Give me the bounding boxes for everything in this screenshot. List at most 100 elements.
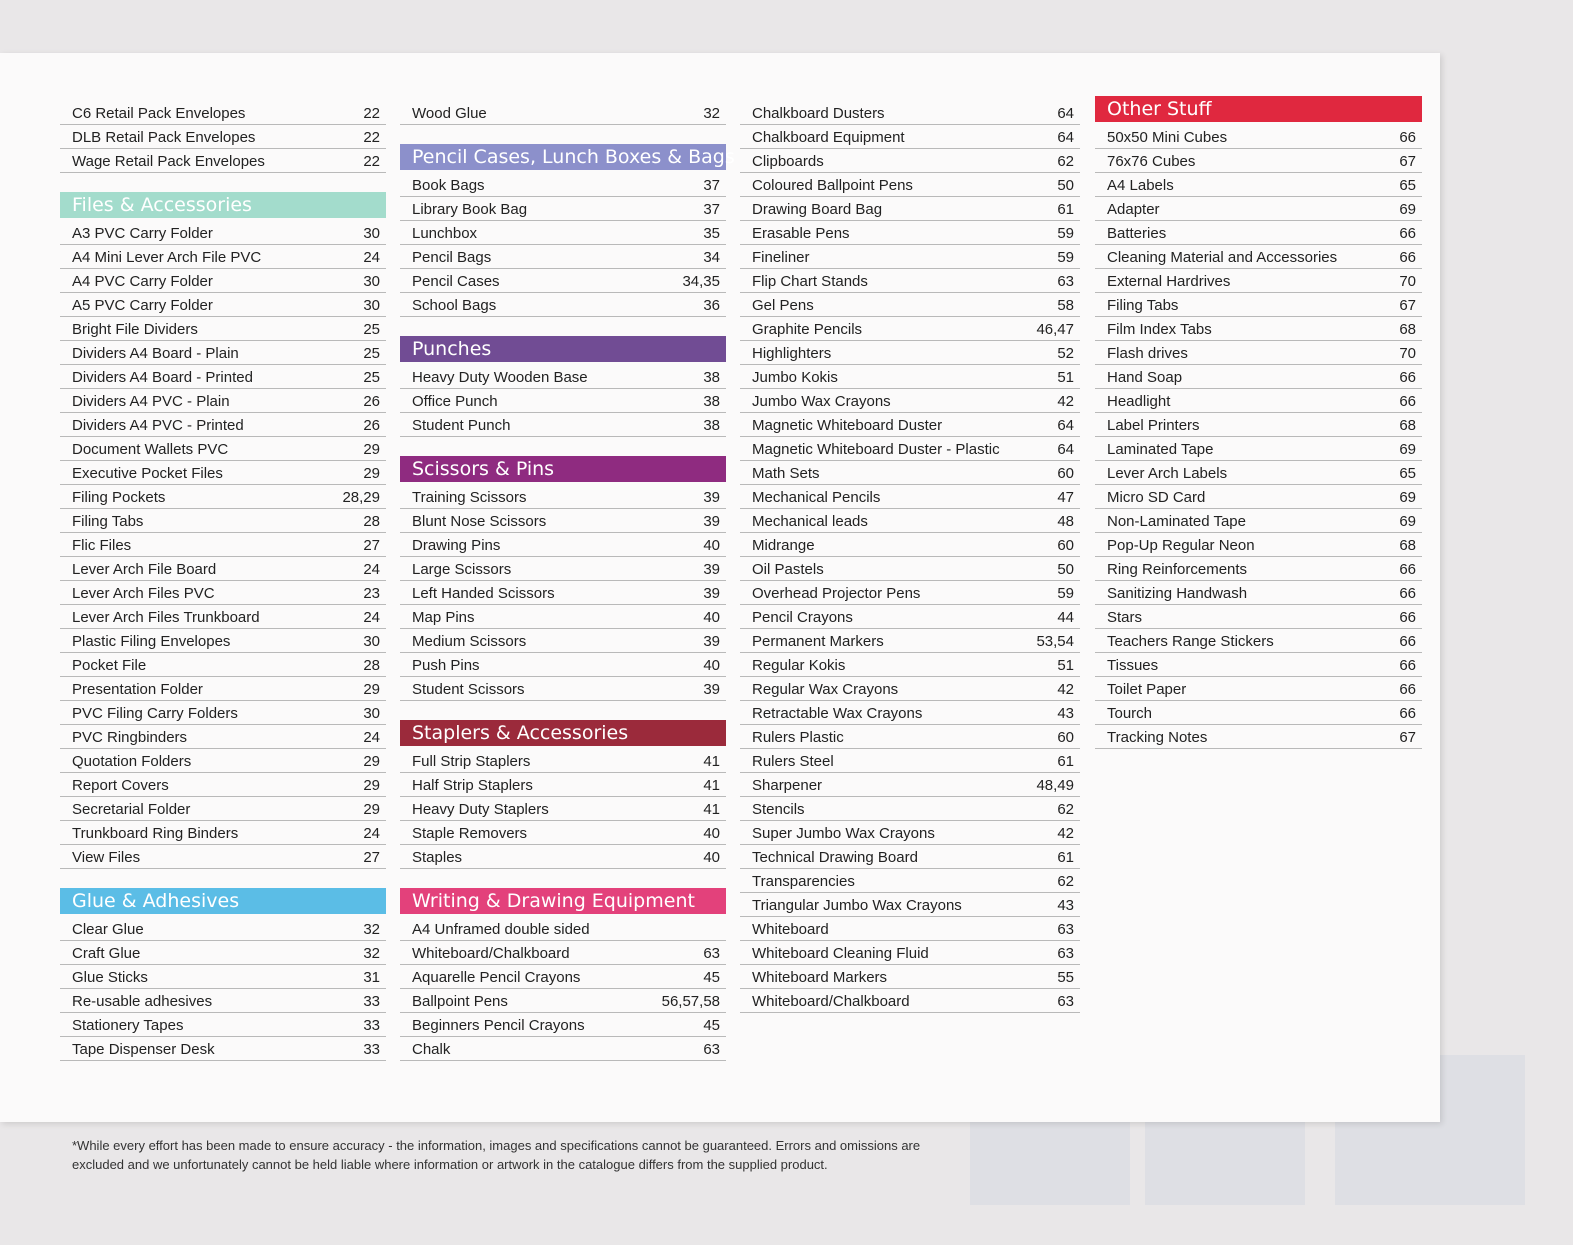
index-row: Tourch 66 xyxy=(1095,701,1422,725)
item-name: Drawing Pins xyxy=(412,537,501,554)
page-number: 22 xyxy=(363,129,380,146)
item-name: Erasable Pens xyxy=(752,225,850,242)
item-name: Flash drives xyxy=(1107,345,1188,362)
index-row: Chalkboard Equipment 64 xyxy=(740,125,1080,149)
item-name: Tourch xyxy=(1107,705,1153,722)
page-number: 63 xyxy=(1057,921,1074,938)
index-row: Presentation Folder 29 xyxy=(60,677,386,701)
index-row: Filing Pockets 28,29 xyxy=(60,485,386,509)
index-row: Midrange 60 xyxy=(740,533,1080,557)
page-number: 32 xyxy=(363,921,380,938)
index-row: Wage Retail Pack Envelopes 22 xyxy=(60,149,386,173)
index-row: View Files 27 xyxy=(60,845,386,869)
page-number: 67 xyxy=(1399,153,1416,170)
index-row: Film Index Tabs 68 xyxy=(1095,317,1422,341)
page-number: 24 xyxy=(363,825,380,842)
index-row: Beginners Pencil Crayons 45 xyxy=(400,1013,726,1037)
item-name: Filing Tabs xyxy=(1107,297,1179,314)
item-name: Highlighters xyxy=(752,345,832,362)
page-number: 66 xyxy=(1399,249,1416,266)
item-name: Chalkboard Equipment xyxy=(752,129,905,146)
page-number: 45 xyxy=(703,1017,720,1034)
page-number: 29 xyxy=(363,681,380,698)
index-row: Coloured Ballpoint Pens 50 xyxy=(740,173,1080,197)
index-row: Pencil Cases 34,35 xyxy=(400,269,726,293)
item-name: External Hardrives xyxy=(1107,273,1231,290)
page-number: 61 xyxy=(1057,753,1074,770)
index-row: Flic Files 27 xyxy=(60,533,386,557)
page-number: 29 xyxy=(363,777,380,794)
item-name: Pencil Cases xyxy=(412,273,500,290)
index-row: Tissues 66 xyxy=(1095,653,1422,677)
page-number: 24 xyxy=(363,729,380,746)
index-row: Large Scissors 39 xyxy=(400,557,726,581)
index-row: Mechanical leads 48 xyxy=(740,509,1080,533)
page-number: 40 xyxy=(703,609,720,626)
item-name: Gel Pens xyxy=(752,297,814,314)
page-number: 27 xyxy=(363,849,380,866)
item-name: C6 Retail Pack Envelopes xyxy=(72,105,246,122)
index-row: Dividers A4 Board - Printed 25 xyxy=(60,365,386,389)
index-row: Map Pins 40 xyxy=(400,605,726,629)
index-row: Training Scissors 39 xyxy=(400,485,726,509)
page-number: 29 xyxy=(363,753,380,770)
index-row: Half Strip Staplers 41 xyxy=(400,773,726,797)
item-name: Whiteboard/Chalkboard xyxy=(412,945,570,962)
index-row: Student Punch 38 xyxy=(400,413,726,437)
index-row: External Hardrives 70 xyxy=(1095,269,1422,293)
item-name: Chalkboard Dusters xyxy=(752,105,885,122)
item-name: Heavy Duty Wooden Base xyxy=(412,369,588,386)
item-name: Student Punch xyxy=(412,417,511,434)
page-number: 38 xyxy=(703,393,720,410)
page-number: 30 xyxy=(363,633,380,650)
index-row: Whiteboard/Chalkboard 63 xyxy=(400,941,726,965)
item-name: Jumbo Kokis xyxy=(752,369,838,386)
item-name: Magnetic Whiteboard Duster - Plastic xyxy=(752,441,1000,458)
item-name: Tracking Notes xyxy=(1107,729,1208,746)
index-row: Gel Pens 58 xyxy=(740,293,1080,317)
item-name: Stencils xyxy=(752,801,805,818)
item-name: Retractable Wax Crayons xyxy=(752,705,923,722)
page-number: 33 xyxy=(363,1017,380,1034)
page-number: 25 xyxy=(363,345,380,362)
section-heading: Punches xyxy=(400,336,726,362)
index-row: Report Covers 29 xyxy=(60,773,386,797)
page-number: 37 xyxy=(703,201,720,218)
item-name: A4 Labels xyxy=(1107,177,1174,194)
index-row: Label Printers 68 xyxy=(1095,413,1422,437)
page-number: 30 xyxy=(363,273,380,290)
page-number: 32 xyxy=(703,105,720,122)
page-number: 24 xyxy=(363,561,380,578)
item-name: Office Punch xyxy=(412,393,498,410)
item-name: Left Handed Scissors xyxy=(412,585,555,602)
page-number: 63 xyxy=(703,1041,720,1058)
index-row: Filing Tabs 28 xyxy=(60,509,386,533)
item-name: PVC Ringbinders xyxy=(72,729,188,746)
index-row: Technical Drawing Board 61 xyxy=(740,845,1080,869)
item-name: Medium Scissors xyxy=(412,633,527,650)
index-row: Dividers A4 PVC - Printed 26 xyxy=(60,413,386,437)
index-row: A4 PVC Carry Folder 30 xyxy=(60,269,386,293)
page-number: 48,49 xyxy=(1036,777,1074,794)
item-name: Mechanical leads xyxy=(752,513,868,530)
index-row: Mechanical Pencils 47 xyxy=(740,485,1080,509)
index-row: Cleaning Material and Accessories 66 xyxy=(1095,245,1422,269)
index-row: Flash drives 70 xyxy=(1095,341,1422,365)
index-row: Staples 40 xyxy=(400,845,726,869)
page-number: 61 xyxy=(1057,849,1074,866)
page-number: 28 xyxy=(363,513,380,530)
index-row: Stationery Tapes 33 xyxy=(60,1013,386,1037)
index-row: Stencils 62 xyxy=(740,797,1080,821)
item-name: Non-Laminated Tape xyxy=(1107,513,1246,530)
index-row: Transparencies 62 xyxy=(740,869,1080,893)
disclaimer: *While every effort has been made to ens… xyxy=(72,1138,921,1172)
index-row: Student Scissors 39 xyxy=(400,677,726,701)
page-number: 55 xyxy=(1057,969,1074,986)
index-row: Staple Removers 40 xyxy=(400,821,726,845)
page-number: 66 xyxy=(1399,393,1416,410)
page-number: 38 xyxy=(703,369,720,386)
index-row: Clipboards 62 xyxy=(740,149,1080,173)
index-row: Office Punch 38 xyxy=(400,389,726,413)
page-number: 39 xyxy=(703,681,720,698)
index-row: Ring Reinforcements 66 xyxy=(1095,557,1422,581)
